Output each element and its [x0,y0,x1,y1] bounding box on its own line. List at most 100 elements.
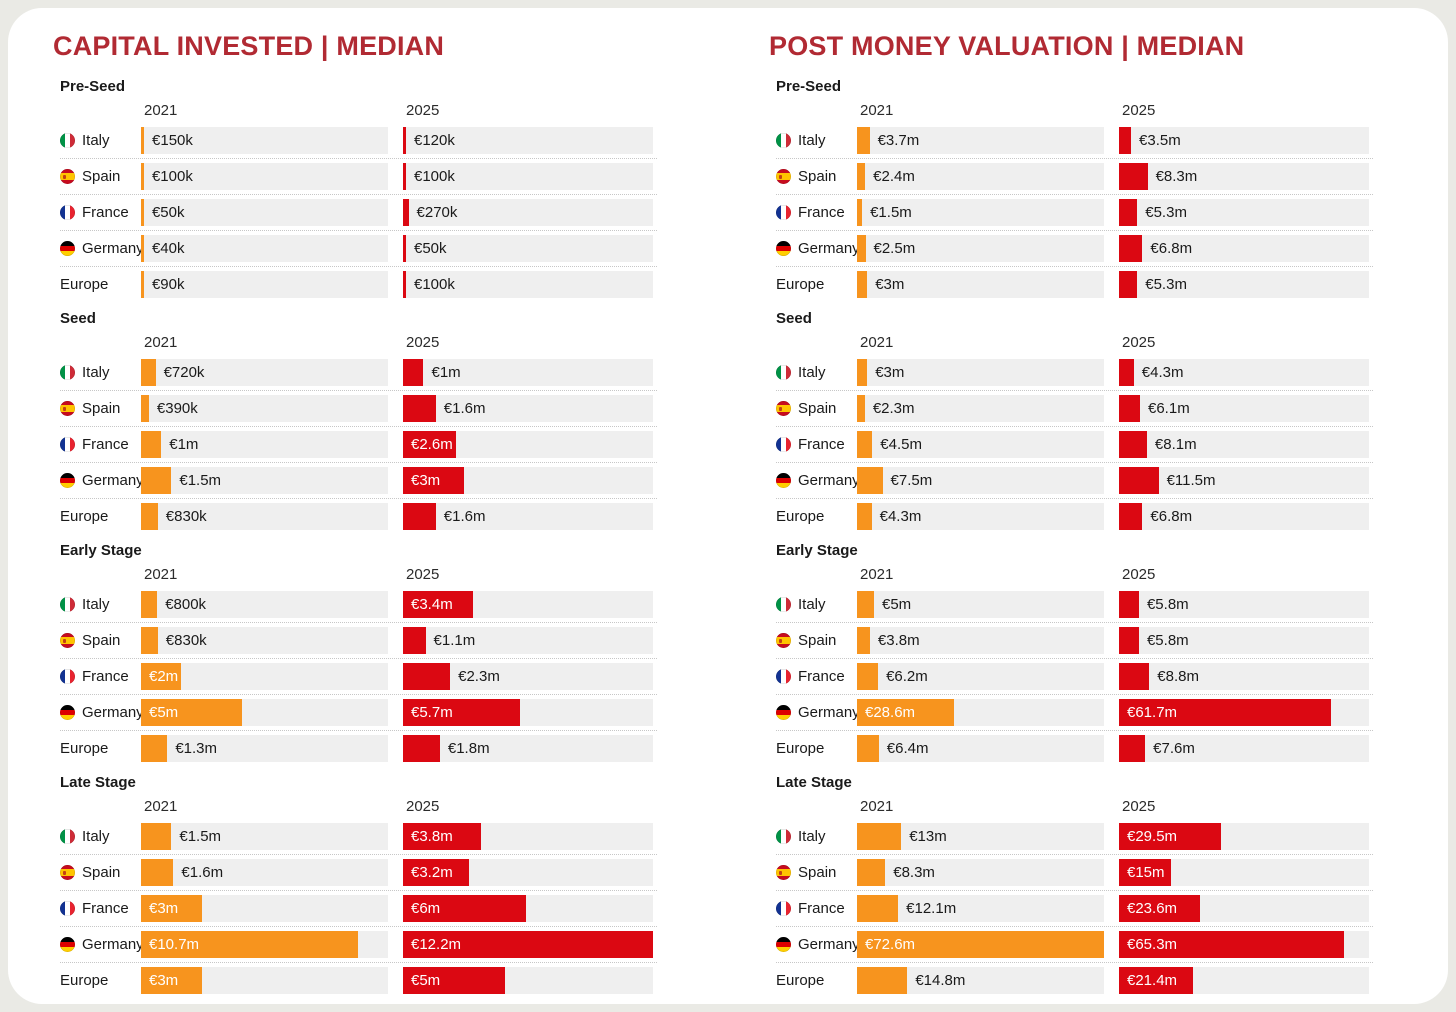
italy-flag-icon [776,829,791,844]
year-2021-label: 2021 [860,798,894,815]
bar-track-2025: €23.6m [1119,895,1369,922]
country-row: Italy €3.7m €3.5m [776,127,1373,154]
country-row-wrap: Europe €3m €5m [60,963,657,998]
bar-2025 [1119,199,1138,226]
value-label-2021: €100k [151,168,193,185]
country-row: Spain €830k €1.1m [60,627,657,654]
country-label-group: Europe [60,276,141,293]
bar-track-2025: €3.2m [403,859,653,886]
year-header-spacer [776,798,857,815]
country-name: Germany [798,240,860,257]
country-label-group: Europe [776,972,857,989]
country-label-group: France [60,900,141,917]
italy-flag-icon [776,133,791,148]
value-label-2021: €4.5m [880,436,922,453]
country-row: Europe €90k €100k [60,271,657,298]
bar-2025 [403,431,457,458]
bar-2025 [1119,235,1143,262]
year-header-row: 2021 2025 [776,798,1373,815]
country-row-wrap: Germany €1.5m €3m [60,463,657,499]
bar-track-2025: €1m [403,359,653,386]
country-row: France €6.2m €8.8m [776,663,1373,690]
country-name: Germany [798,704,860,721]
country-row-wrap: France €12.1m €23.6m [776,891,1373,927]
country-row: Germany €28.6m €61.7m [776,699,1373,726]
value-label-2025: €15m [1127,864,1165,881]
country-name: Spain [82,168,121,185]
bar-track-2021: €50k [141,199,388,226]
value-label-2021: €28.6m [865,704,916,721]
bar-2021 [857,503,872,530]
country-name: Spain [798,632,837,649]
country-rows: Italy €5m €5.8m Spain €3.8m €5.8 [776,587,1373,766]
bar-track-2025: €8.3m [1119,163,1369,190]
bar-track-2025: €5.8m [1119,627,1369,654]
country-name: Spain [82,632,121,649]
country-row: France €1.5m €5.3m [776,199,1373,226]
country-name: France [798,668,845,685]
bar-track-2025: €8.8m [1119,663,1369,690]
bar-2025 [1119,859,1171,886]
bar-track-2021: €800k [141,591,388,618]
italy-flag-icon [60,133,75,148]
bar-track-2025: €3.5m [1119,127,1369,154]
country-row: Europe €3m €5m [60,967,657,994]
country-label-group: France [60,668,141,685]
value-label-2025: €2.6m [411,436,453,453]
bar-2021 [857,823,902,850]
bar-track-2025: €1.1m [403,627,653,654]
value-label-2021: €3m [149,972,179,989]
country-rows: Italy €800k €3.4m Spain €830k €1 [60,587,657,766]
year-2025-label: 2025 [1122,566,1156,583]
bar-track-2021: €150k [141,127,388,154]
value-label-2021: €12.1m [906,900,957,917]
bar-2025 [403,591,473,618]
country-row-wrap: Germany €2.5m €6.8m [776,231,1373,267]
country-name: Germany [82,936,144,953]
country-row-wrap: Germany €28.6m €61.7m [776,695,1373,731]
country-row-wrap: France €3m €6m [60,891,657,927]
bar-track-2025: €2.3m [403,663,653,690]
bar-track-2025: €1.8m [403,735,653,762]
bar-track-2025: €50k [403,235,653,262]
country-name: Italy [82,132,110,149]
bar-track-2025: €29.5m [1119,823,1369,850]
country-label-group: Germany [776,472,860,489]
bar-track-2021: €4.5m [857,431,1104,458]
germany-flag-icon [776,473,791,488]
bar-2021 [141,199,144,226]
bar-track-2021: €14.8m [857,967,1104,994]
year-2025-label: 2025 [1122,798,1156,815]
country-row: France €3m €6m [60,895,657,922]
stage-section: Late Stage 2021 2025 Italy €1.5m €3.8m [60,774,657,998]
bar-track-2021: €1m [141,431,388,458]
germany-flag-icon [776,937,791,952]
country-row: Europe €830k €1.6m [60,503,657,530]
chart-panels-container: CAPITAL INVESTED | MEDIAN Pre-Seed 2021 … [53,30,1448,1004]
bar-2025 [403,967,506,994]
country-row-wrap: Spain €2.3m €6.1m [776,391,1373,427]
value-label-2025: €5.8m [1146,596,1189,613]
bar-track-2025: €1.6m [403,503,653,530]
country-name: France [82,668,129,685]
country-name: France [798,204,845,221]
bar-track-2021: €2m [141,663,388,690]
country-label-group: France [776,668,857,685]
bar-track-2025: €15m [1119,859,1369,886]
country-row: Spain €8.3m €15m [776,859,1373,886]
country-label-group: France [776,900,857,917]
stage-title: Seed [776,310,812,327]
year-2025-label: 2025 [406,334,440,351]
bar-2021 [857,271,868,298]
year-header-spacer [60,566,141,583]
bar-2025 [403,627,426,654]
germany-flag-icon [60,937,75,952]
bar-track-2021: €72.6m [857,931,1104,958]
bar-2025 [1119,359,1134,386]
value-label-2021: €2.5m [873,240,916,257]
country-name: Europe [776,972,825,989]
bar-track-2025: €5.3m [1119,271,1369,298]
country-name: Italy [82,596,110,613]
country-rows: Italy €1.5m €3.8m Spain €1.6m €3 [60,819,657,998]
